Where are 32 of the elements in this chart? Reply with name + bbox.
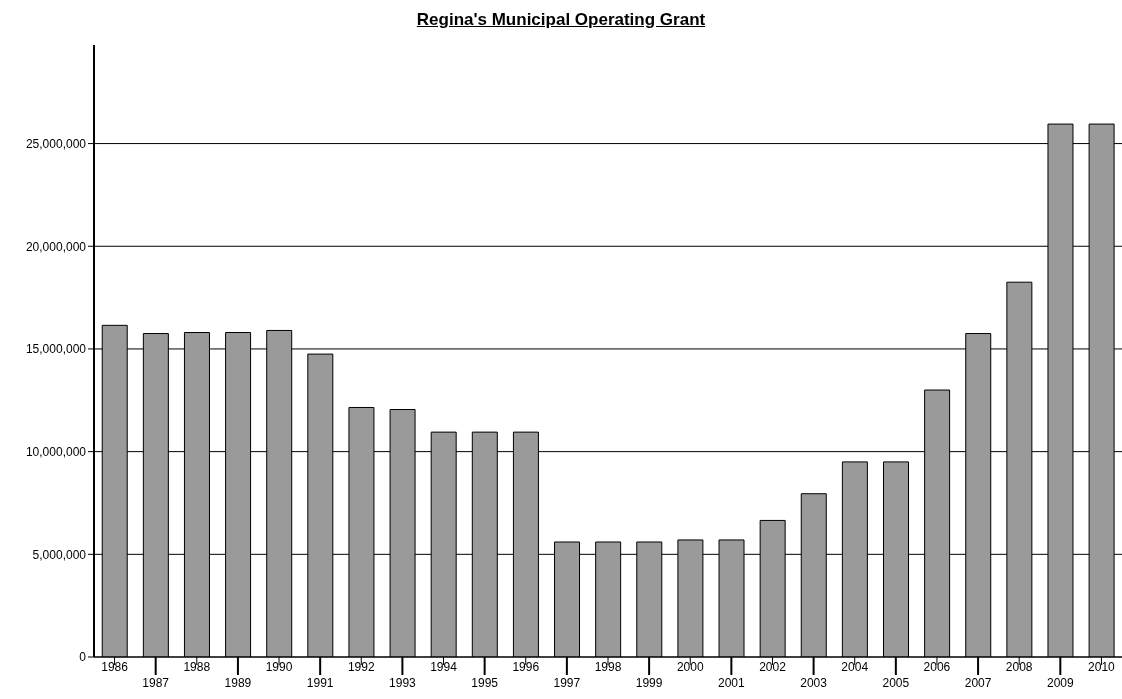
x-tick-label: 2004 [841,660,869,674]
y-tick-label: 25,000,000 [25,136,87,151]
x-tick-label: 2005 [882,676,910,690]
x-tick-label: 2003 [800,676,828,690]
x-tick-label: 1990 [265,660,293,674]
x-tick-label: 1994 [430,660,458,674]
x-tick-label: 1999 [635,676,663,690]
x-tick-label: 1987 [142,676,170,690]
x-tick-label: 2006 [923,660,951,674]
x-tick-label: 2007 [964,676,992,690]
x-tick-label: 1998 [594,660,622,674]
x-tick-label: 1995 [471,676,499,690]
x-tick-label: 1986 [101,660,129,674]
x-tick-label: 2008 [1005,660,1033,674]
x-tick-label: 1988 [183,660,211,674]
x-tick-label: 2001 [718,676,746,690]
x-tick-label: 1989 [224,676,252,690]
x-tick-label: 1997 [553,676,581,690]
x-tick-label: 1996 [512,660,540,674]
y-tick-label: 20,000,000 [25,239,87,254]
y-tick-label: 15,000,000 [25,342,87,357]
x-tick-label: 2000 [676,660,704,674]
x-tick-label: 1993 [389,676,417,690]
x-tick-label: 2009 [1046,676,1074,690]
x-tick-label: 2002 [759,660,787,674]
x-tick-label: 1991 [306,676,334,690]
x-tick-label: 1992 [347,660,375,674]
y-tick-label: 10,000,000 [25,444,87,459]
y-tick-label: 0 [79,650,87,665]
x-tick-label: 2010 [1088,660,1116,674]
y-tick-label: 5,000,000 [32,547,87,562]
chart-title: Regina's Municipal Operating Grant [415,10,707,30]
